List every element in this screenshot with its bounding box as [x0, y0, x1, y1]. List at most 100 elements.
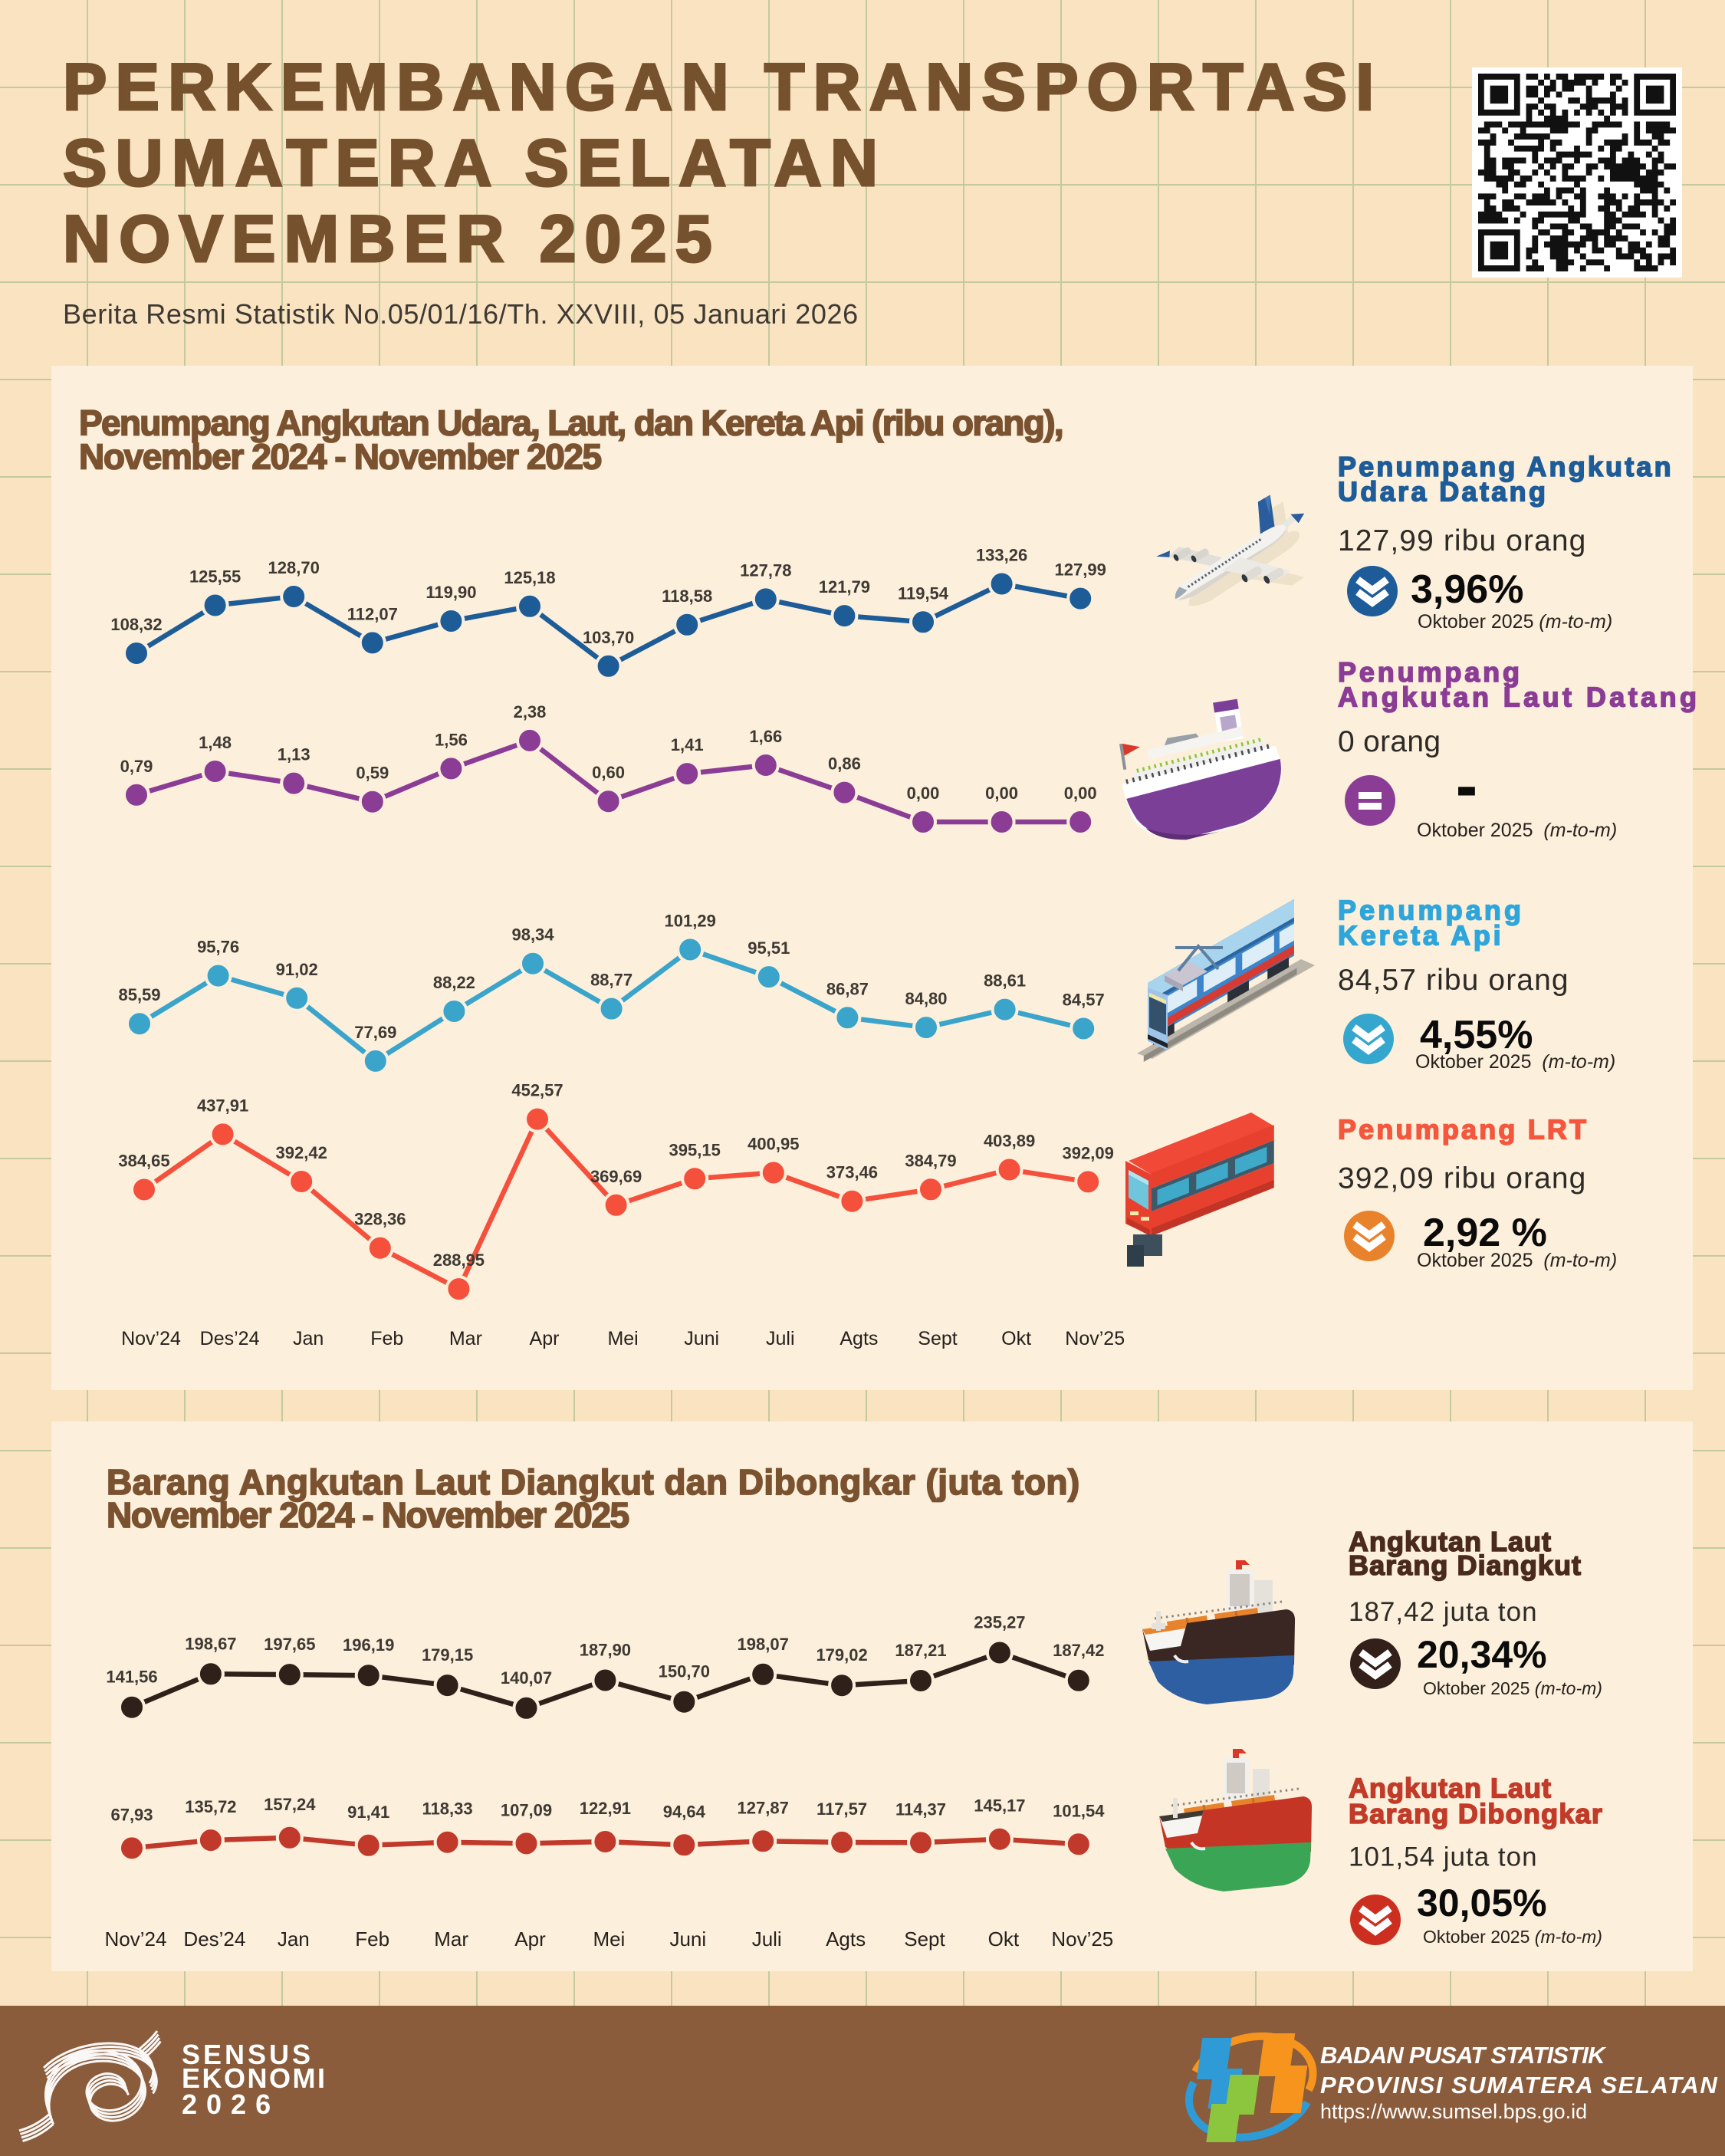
svg-text:EKONOMI: EKONOMI	[182, 2062, 327, 2094]
svg-text:0,00: 0,00	[907, 784, 940, 803]
svg-text:288,95: 288,95	[433, 1251, 485, 1270]
svg-text:0 orang: 0 orang	[1338, 725, 1441, 758]
svg-text:November 2024 - November 2025: November 2024 - November 2025	[79, 437, 602, 477]
svg-text:101,29: 101,29	[665, 912, 716, 931]
svg-text:Okt: Okt	[988, 1928, 1020, 1951]
svg-text:Angkutan Laut: Angkutan Laut	[1349, 1526, 1552, 1557]
svg-text:https://www.sumsel.bps.go.id: https://www.sumsel.bps.go.id	[1320, 2100, 1587, 2123]
svg-text:108,32: 108,32	[110, 615, 162, 634]
svg-text:392,09: 392,09	[1063, 1143, 1114, 1162]
svg-text:Berita Resmi Statistik No.05/0: Berita Resmi Statistik No.05/01/16/Th. X…	[63, 298, 859, 330]
svg-text:(m-to-m): (m-to-m)	[1539, 611, 1612, 633]
svg-text:Apr: Apr	[530, 1328, 560, 1349]
svg-text:November 2024 - November 2025: November 2024 - November 2025	[107, 1495, 629, 1535]
svg-text:95,51: 95,51	[748, 938, 790, 958]
svg-text:127,99: 127,99	[1055, 560, 1106, 580]
svg-text:0,00: 0,00	[1064, 784, 1097, 803]
svg-text:(m-to-m): (m-to-m)	[1543, 1250, 1617, 1271]
svg-text:392,09 ribu orang: 392,09 ribu orang	[1338, 1162, 1586, 1195]
svg-text:Des’24: Des’24	[183, 1928, 245, 1951]
svg-text:95,76: 95,76	[197, 938, 239, 957]
svg-text:SENSUS: SENSUS	[182, 2039, 314, 2070]
svg-text:1,48: 1,48	[199, 733, 232, 752]
svg-text:0,59: 0,59	[356, 764, 389, 783]
svg-text:94,64: 94,64	[663, 1802, 706, 1821]
svg-text:400,95: 400,95	[748, 1135, 799, 1154]
svg-text:(m-to-m): (m-to-m)	[1543, 820, 1617, 841]
svg-text:328,36: 328,36	[354, 1210, 406, 1229]
svg-text:2,92 %: 2,92 %	[1423, 1211, 1547, 1255]
svg-text:122,91: 122,91	[580, 1799, 631, 1818]
svg-text:127,99 ribu orang: 127,99 ribu orang	[1338, 524, 1586, 557]
svg-text:98,34: 98,34	[511, 925, 554, 945]
svg-text:Nov’25: Nov’25	[1051, 1928, 1113, 1951]
svg-text:Juni: Juni	[684, 1328, 719, 1349]
svg-text:118,58: 118,58	[662, 587, 712, 606]
svg-text:Angkutan Laut Datang: Angkutan Laut Datang	[1338, 681, 1700, 712]
svg-text:101,54 juta ton: 101,54 juta ton	[1349, 1842, 1538, 1872]
svg-text:452,57: 452,57	[511, 1081, 563, 1100]
svg-text:Barang Angkutan Laut Diangkut: Barang Angkutan Laut Diangkut dan Dibong…	[107, 1462, 1080, 1502]
svg-text:Feb: Feb	[355, 1928, 389, 1951]
svg-text:88,61: 88,61	[984, 971, 1026, 991]
svg-text:84,80: 84,80	[905, 989, 947, 1008]
svg-text:437,91: 437,91	[197, 1096, 248, 1115]
svg-text:84,57: 84,57	[1063, 991, 1105, 1010]
svg-text:118,33: 118,33	[422, 1799, 473, 1819]
svg-text:86,87: 86,87	[826, 979, 869, 998]
svg-text:Apr: Apr	[514, 1928, 546, 1951]
svg-text:117,57: 117,57	[816, 1799, 867, 1819]
svg-text:4,55%: 4,55%	[1420, 1013, 1533, 1057]
svg-text:Oktober 2025: Oktober 2025	[1417, 820, 1533, 841]
svg-text:187,42: 187,42	[1053, 1641, 1104, 1660]
svg-text:140,07: 140,07	[501, 1668, 552, 1688]
svg-text:373,46: 373,46	[826, 1163, 878, 1182]
svg-text:Jan: Jan	[293, 1328, 324, 1349]
svg-text:384,65: 384,65	[118, 1152, 169, 1171]
svg-text:119,54: 119,54	[898, 583, 949, 603]
svg-text:235,27: 235,27	[974, 1613, 1025, 1632]
svg-text:Penumpang Angkutan Udara, Laut: Penumpang Angkutan Udara, Laut, dan Kere…	[79, 403, 1063, 443]
svg-text:91,02: 91,02	[276, 960, 318, 979]
svg-text:150,70: 150,70	[659, 1662, 710, 1681]
svg-text:Des’24: Des’24	[200, 1328, 260, 1349]
svg-text:384,79: 384,79	[905, 1151, 956, 1170]
svg-text:84,57 ribu orang: 84,57 ribu orang	[1338, 964, 1569, 997]
svg-text:3,96%: 3,96%	[1411, 567, 1523, 612]
svg-text:Penumpang: Penumpang	[1338, 894, 1524, 925]
svg-text:77,69: 77,69	[354, 1023, 396, 1042]
svg-text:128,70: 128,70	[268, 558, 320, 577]
svg-text:187,90: 187,90	[580, 1641, 631, 1660]
svg-text:NOVEMBER 2025: NOVEMBER 2025	[63, 202, 721, 276]
svg-text:125,18: 125,18	[504, 568, 555, 587]
svg-text:Feb: Feb	[370, 1328, 403, 1349]
svg-text:133,26: 133,26	[976, 546, 1027, 565]
svg-text:0,79: 0,79	[120, 757, 153, 776]
svg-text:157,24: 157,24	[264, 1795, 316, 1814]
svg-text:Barang Dibongkar: Barang Dibongkar	[1349, 1798, 1603, 1829]
svg-text:Nov’25: Nov’25	[1065, 1328, 1125, 1349]
svg-text:Nov’24: Nov’24	[105, 1928, 167, 1951]
svg-text:187,42 juta ton: 187,42 juta ton	[1349, 1597, 1538, 1627]
svg-text:369,69: 369,69	[590, 1167, 642, 1186]
svg-text:395,15: 395,15	[669, 1140, 721, 1159]
svg-text:88,77: 88,77	[590, 971, 632, 990]
svg-text:91,41: 91,41	[347, 1803, 389, 1822]
svg-text:Penumpang LRT: Penumpang LRT	[1338, 1114, 1589, 1145]
svg-text:Barang Diangkut: Barang Diangkut	[1349, 1550, 1582, 1581]
svg-text:125,55: 125,55	[189, 567, 241, 587]
svg-text:0,60: 0,60	[592, 763, 625, 782]
svg-text:103,70: 103,70	[583, 628, 634, 647]
svg-text:Mei: Mei	[607, 1328, 638, 1349]
svg-text:Udara Datang: Udara Datang	[1338, 475, 1548, 507]
svg-text:114,37: 114,37	[895, 1799, 946, 1819]
svg-text:Oktober 2025: Oktober 2025	[1418, 611, 1534, 633]
svg-text:145,17: 145,17	[974, 1796, 1025, 1816]
svg-text:0,00: 0,00	[985, 784, 1018, 803]
svg-text:Sept: Sept	[918, 1328, 957, 1349]
svg-text:198,67: 198,67	[185, 1634, 236, 1653]
svg-text:Juli: Juli	[752, 1928, 782, 1951]
svg-text:-: -	[1457, 752, 1477, 820]
svg-text:0,86: 0,86	[828, 754, 861, 774]
svg-text:112,07: 112,07	[347, 604, 398, 623]
